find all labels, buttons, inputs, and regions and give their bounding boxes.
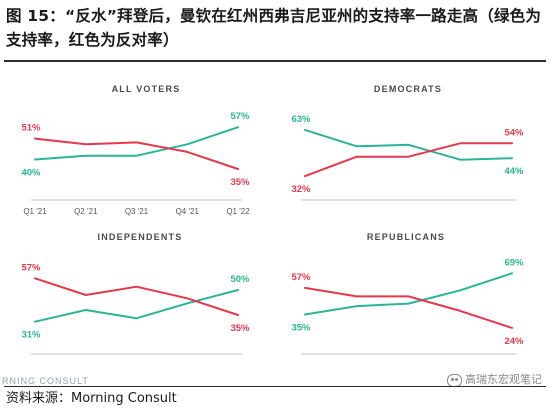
independents-approve-start-label: 31% bbox=[21, 330, 41, 341]
independents-disapprove-end-label: 35% bbox=[230, 323, 250, 334]
democrats-disapprove-start-label: 32% bbox=[291, 184, 311, 195]
all-voters-disapprove-end-label: 35% bbox=[230, 177, 250, 188]
all-voters-tick-label: Q1 '22 bbox=[226, 207, 250, 216]
all-voters-tick-label: Q2 '21 bbox=[74, 207, 98, 216]
watermark: 高瑞东宏观笔记 bbox=[447, 373, 542, 387]
republicans-disapprove-line bbox=[304, 286, 513, 329]
independents-panel-title: INDEPENDENTS bbox=[98, 232, 183, 242]
all-voters-panel-title: ALL VOTERS bbox=[112, 84, 181, 94]
democrats-approve-start-label: 63% bbox=[291, 114, 311, 125]
democrats-disapprove-end-label: 54% bbox=[504, 127, 524, 138]
republicans-disapprove-end-label: 24% bbox=[504, 336, 524, 347]
republicans-approve-start-label: 35% bbox=[291, 323, 311, 334]
democrats-approve-end-label: 44% bbox=[504, 166, 524, 177]
republicans-approve-end-label: 69% bbox=[504, 257, 524, 268]
watermark-text: 高瑞东宏观笔记 bbox=[465, 373, 542, 386]
republicans-panel-title: REPUBLICANS bbox=[367, 232, 445, 242]
all-voters-tick-label: Q4 '21 bbox=[176, 207, 200, 216]
figure-title: 图 15：“反水”拜登后，曼钦在红州西弗吉尼亚州的支持率一路走高（绿色为支持率，… bbox=[6, 7, 542, 49]
title-divider bbox=[4, 60, 546, 62]
independents-disapprove-start-label: 57% bbox=[21, 262, 41, 273]
democrats-approve-line bbox=[304, 128, 513, 161]
all-voters-disapprove-start-label: 51% bbox=[21, 123, 41, 134]
republicans-disapprove-start-label: 57% bbox=[291, 272, 311, 283]
chart-grid: ALL VOTERS Q1 '21 Q2 '21 Q3 '21 Q4 '21 Q1 '22… bbox=[0, 64, 550, 384]
independents-approve-line bbox=[34, 289, 239, 323]
democrats-disapprove-line bbox=[304, 142, 513, 178]
independents-disapprove-line bbox=[34, 277, 239, 316]
cutoff-source-text: RNING CONSULT bbox=[2, 376, 89, 386]
source-note: 资料来源：Morning Consult bbox=[6, 391, 177, 406]
all-voters-approve-line bbox=[34, 126, 239, 161]
all-voters-tick-label: Q1 '21 bbox=[23, 207, 47, 216]
all-voters-tick-label: Q3 '21 bbox=[125, 207, 149, 216]
independents-approve-end-label: 50% bbox=[230, 274, 250, 285]
republicans-approve-line bbox=[304, 272, 513, 316]
wechat-icon bbox=[447, 373, 462, 387]
charts-svg: ALL VOTERS Q1 '21 Q2 '21 Q3 '21 Q4 '21 Q1 '22… bbox=[21, 84, 524, 355]
all-voters-approve-start-label: 40% bbox=[21, 168, 41, 179]
all-voters-approve-end-label: 57% bbox=[230, 111, 250, 122]
all-voters-disapprove-line bbox=[34, 137, 239, 170]
democrats-panel-title: DEMOCRATS bbox=[374, 84, 442, 94]
source-divider bbox=[4, 386, 546, 387]
